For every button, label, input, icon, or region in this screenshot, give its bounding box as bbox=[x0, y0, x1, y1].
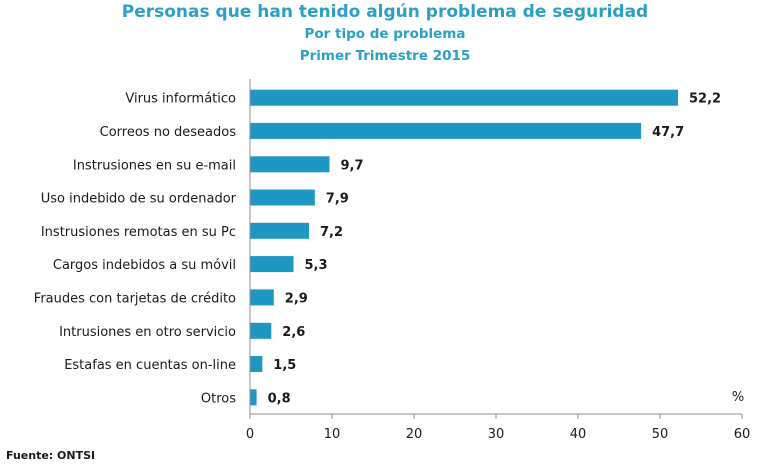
unit-label: % bbox=[732, 390, 744, 405]
x-tick-label: 40 bbox=[570, 427, 587, 442]
x-tick-label: 0 bbox=[246, 427, 254, 442]
value-label: 2,6 bbox=[282, 325, 305, 340]
category-label: Instrusiones remotas en su Pc bbox=[41, 225, 236, 240]
bar-1 bbox=[250, 89, 678, 106]
bar-10 bbox=[250, 389, 257, 406]
value-label: 1,5 bbox=[273, 358, 296, 373]
category-label: Intrusiones en otro servicio bbox=[59, 325, 236, 340]
chart-period: Primer Trimestre 2015 bbox=[299, 48, 471, 64]
chart-subtitle: Por tipo de problema bbox=[304, 26, 466, 42]
value-label: 9,7 bbox=[341, 158, 364, 173]
category-label: Virus informático bbox=[125, 92, 236, 107]
value-label: 5,3 bbox=[305, 258, 328, 273]
bar-2 bbox=[250, 122, 642, 139]
value-label: 7,2 bbox=[320, 225, 343, 240]
x-tick-label: 10 bbox=[324, 427, 341, 442]
x-tick-label: 20 bbox=[406, 427, 423, 442]
source-note: Fuente: ONTSI bbox=[6, 449, 96, 462]
category-label: Instrusiones en su e-mail bbox=[73, 158, 236, 173]
value-label: 7,9 bbox=[326, 192, 349, 207]
bar-9 bbox=[250, 356, 263, 372]
chart-title: Personas que han tenido algún problema d… bbox=[121, 2, 649, 22]
category-label: Uso indebido de su ordenador bbox=[41, 192, 237, 207]
bar-4 bbox=[250, 189, 315, 206]
value-label: 0,8 bbox=[268, 391, 291, 406]
bar-8 bbox=[250, 322, 272, 339]
value-label: 52,2 bbox=[689, 92, 721, 107]
bar-6 bbox=[250, 256, 294, 273]
category-label: Fraudes con tarjetas de crédito bbox=[34, 291, 236, 306]
category-label: Correos no deseados bbox=[100, 125, 237, 140]
category-label: Cargos indebidos a su móvil bbox=[53, 258, 236, 273]
x-tick-label: 30 bbox=[488, 427, 505, 442]
bar-7 bbox=[250, 289, 274, 306]
value-label: 47,7 bbox=[652, 125, 684, 140]
bar-3 bbox=[250, 156, 330, 173]
x-tick-label: 50 bbox=[652, 427, 669, 442]
category-label: Estafas en cuentas on-line bbox=[64, 358, 236, 373]
bar-5 bbox=[250, 222, 309, 239]
category-label: Otros bbox=[201, 391, 236, 406]
x-tick-label: 60 bbox=[734, 427, 751, 442]
value-label: 2,9 bbox=[285, 291, 308, 306]
